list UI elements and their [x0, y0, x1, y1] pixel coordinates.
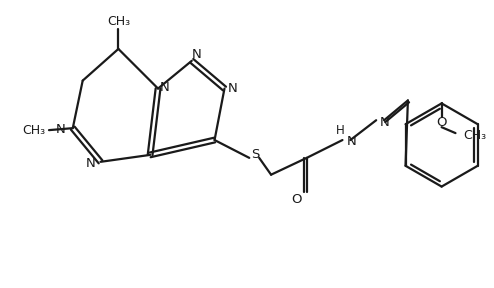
Text: S: S	[251, 148, 259, 161]
Text: N: N	[346, 134, 356, 147]
Text: O: O	[436, 116, 447, 129]
Text: CH₃: CH₃	[22, 124, 45, 137]
Text: H: H	[336, 124, 345, 137]
Text: N: N	[160, 81, 170, 94]
Text: O: O	[291, 193, 302, 206]
Text: N: N	[380, 116, 390, 129]
Text: CH₃: CH₃	[107, 15, 130, 28]
Text: N: N	[192, 48, 202, 61]
Text: CH₃: CH₃	[463, 128, 487, 142]
Text: N: N	[56, 123, 66, 136]
Text: N: N	[86, 157, 95, 170]
Text: N: N	[228, 82, 237, 95]
